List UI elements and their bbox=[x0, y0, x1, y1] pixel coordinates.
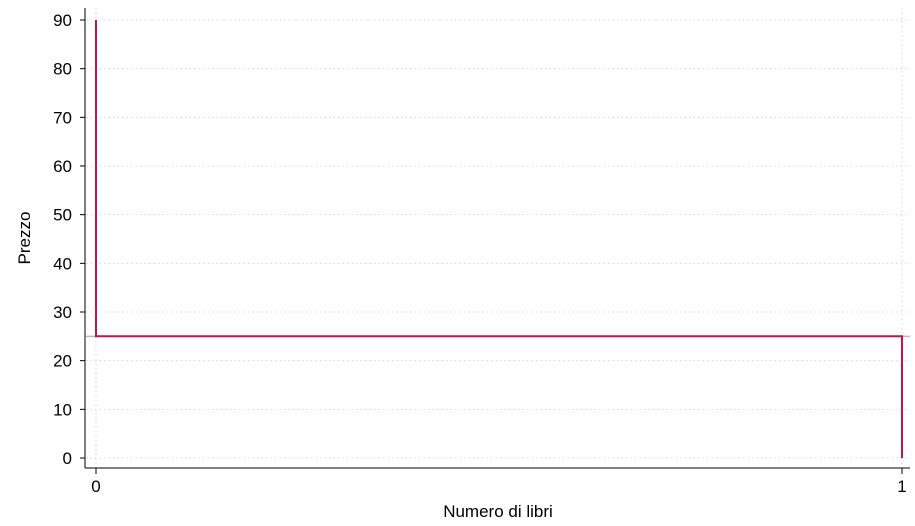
y-axis-title: Prezzo bbox=[15, 212, 34, 265]
gridlines bbox=[86, 8, 910, 467]
series-layer bbox=[95, 20, 903, 458]
x-tick-label: 0 bbox=[91, 477, 100, 496]
y-tick-label: 60 bbox=[53, 157, 72, 176]
y-axis-ticks: 0 10 20 30 40 50 60 70 80 90 bbox=[53, 11, 85, 468]
y-tick-label: 0 bbox=[63, 449, 72, 468]
y-tick-label: 50 bbox=[53, 206, 72, 225]
y-tick-label: 40 bbox=[53, 254, 72, 273]
series-line bbox=[95, 20, 903, 458]
x-tick-label: 1 bbox=[897, 477, 906, 496]
x-axis-title: Numero di libri bbox=[443, 502, 553, 521]
y-tick-label: 90 bbox=[53, 11, 72, 30]
y-tick-label: 30 bbox=[53, 303, 72, 322]
y-tick-label: 10 bbox=[53, 400, 72, 419]
y-tick-label: 80 bbox=[53, 60, 72, 79]
y-tick-label: 70 bbox=[53, 108, 72, 127]
y-tick-label: 20 bbox=[53, 352, 72, 371]
